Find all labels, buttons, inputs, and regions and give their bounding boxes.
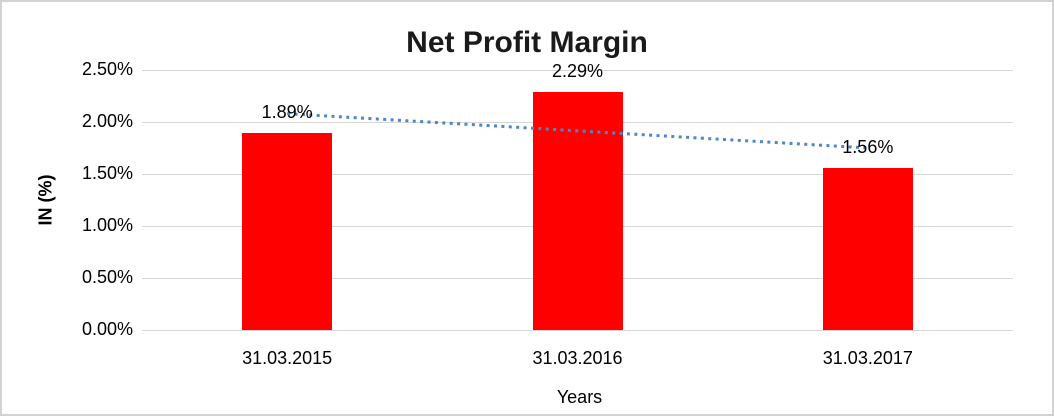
y-tick-label: 0.50% [81,267,133,287]
y-tick-label: 1.50% [81,163,133,183]
gridline [142,329,1013,331]
gridline [142,69,1013,71]
x-tick-label: 31.03.2017 [822,348,913,368]
bar-value-label: 1.56% [842,136,894,157]
y-tick-label: 2.50% [81,59,133,79]
y-tick-label: 0.00% [81,319,133,339]
y-tick-label: 2.00% [81,111,133,131]
y-axis-title: IN (%) [35,174,56,226]
bar-value-label: 2.29% [551,60,604,81]
bar-31.03.2015[interactable] [242,133,333,330]
x-tick-label: 31.03.2016 [532,348,623,368]
bar-value-label: 1.89% [261,102,313,123]
window-left-edge [0,0,2,416]
y-tick-label: 1.00% [81,215,133,235]
chart-title: Net Profit Margin [406,26,648,59]
bar-31.03.2017[interactable] [822,167,913,330]
x-tick-label: 31.03.2015 [242,348,333,368]
bar-31.03.2016[interactable] [532,91,623,330]
x-axis-title: Years [556,387,603,407]
